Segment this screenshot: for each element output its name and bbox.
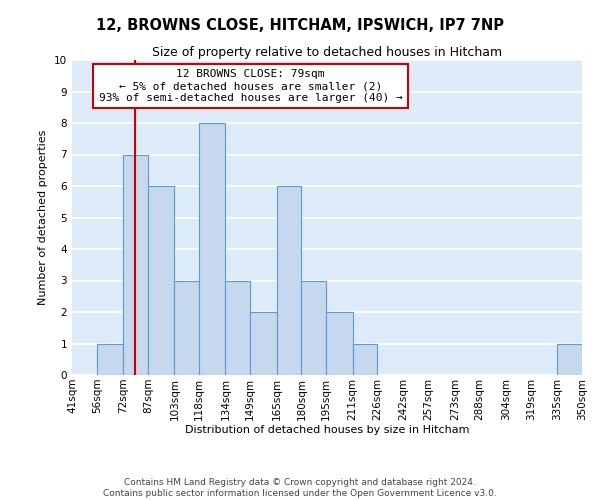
Bar bbox=[226, 280, 250, 375]
Bar bbox=[148, 186, 175, 375]
Bar bbox=[301, 280, 326, 375]
Bar bbox=[175, 280, 199, 375]
Bar bbox=[199, 123, 226, 375]
Text: 12, BROWNS CLOSE, HITCHAM, IPSWICH, IP7 7NP: 12, BROWNS CLOSE, HITCHAM, IPSWICH, IP7 … bbox=[96, 18, 504, 32]
Bar bbox=[123, 154, 148, 375]
Text: Contains HM Land Registry data © Crown copyright and database right 2024.
Contai: Contains HM Land Registry data © Crown c… bbox=[103, 478, 497, 498]
Bar bbox=[277, 186, 301, 375]
Bar bbox=[353, 344, 377, 375]
Text: 12 BROWNS CLOSE: 79sqm
← 5% of detached houses are smaller (2)
93% of semi-detac: 12 BROWNS CLOSE: 79sqm ← 5% of detached … bbox=[98, 70, 403, 102]
Bar bbox=[97, 344, 123, 375]
X-axis label: Distribution of detached houses by size in Hitcham: Distribution of detached houses by size … bbox=[185, 426, 469, 436]
Bar bbox=[557, 344, 582, 375]
Bar bbox=[326, 312, 353, 375]
Title: Size of property relative to detached houses in Hitcham: Size of property relative to detached ho… bbox=[152, 46, 502, 59]
Y-axis label: Number of detached properties: Number of detached properties bbox=[38, 130, 49, 305]
Bar bbox=[250, 312, 277, 375]
